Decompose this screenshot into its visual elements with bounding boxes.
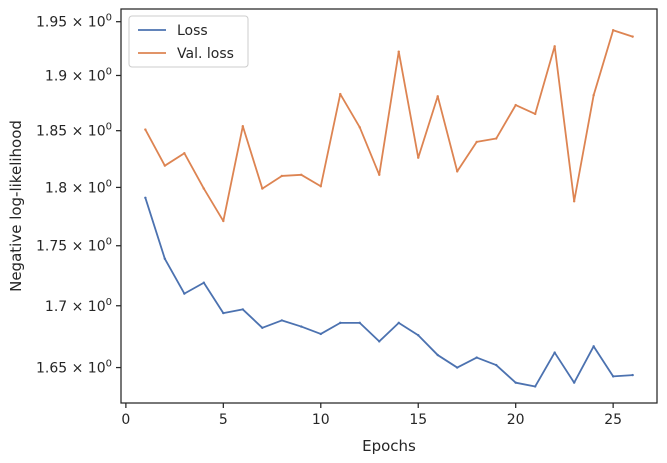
plot-area-frame: [120, 8, 658, 404]
data-point-loss: [592, 345, 595, 348]
y-tick-label: 1.9 × 100: [45, 66, 112, 84]
series-line-val-loss: [144, 29, 634, 222]
data-point-loss: [358, 321, 361, 325]
legend: Loss Val. loss: [128, 15, 249, 68]
series-line-loss: [144, 196, 634, 388]
data-point-loss: [397, 321, 400, 325]
x-tick-label: 0: [121, 412, 130, 428]
y-tick-label: 1.75 × 100: [36, 237, 112, 255]
data-point-loss: [339, 321, 342, 325]
data-point-val-loss: [300, 173, 303, 177]
data-point-val-loss: [456, 170, 459, 173]
x-tick-label: 10: [312, 412, 330, 428]
data-point-loss: [514, 381, 517, 384]
data-point-loss: [300, 325, 303, 328]
legend-label-val-loss: Val. loss: [177, 46, 234, 62]
data-point-val-loss: [495, 137, 498, 140]
y-tick-label: 1.95 × 100: [36, 13, 112, 31]
data-point-loss: [495, 363, 498, 367]
y-tick-label: 1.7 × 100: [45, 297, 112, 315]
x-tick-label: 25: [604, 412, 622, 428]
data-point-val-loss: [514, 103, 517, 107]
data-point-loss: [202, 281, 206, 284]
data-point-val-loss: [631, 35, 634, 38]
data-point-loss: [144, 196, 147, 199]
data-point-loss: [631, 373, 634, 377]
data-point-val-loss: [241, 125, 245, 128]
data-point-val-loss: [319, 185, 322, 188]
data-point-loss: [280, 319, 283, 322]
data-point-val-loss: [533, 112, 537, 116]
legend-box: [128, 15, 249, 68]
data-point-loss: [436, 353, 439, 357]
data-point-val-loss: [378, 173, 381, 177]
series-layer: [144, 29, 634, 388]
data-point-loss: [261, 326, 264, 329]
data-point-val-loss: [572, 200, 576, 203]
data-point-loss: [553, 351, 556, 354]
y-tick-label: 1.8 × 100: [45, 178, 112, 196]
data-point-val-loss: [592, 93, 595, 97]
data-point-loss: [611, 375, 615, 378]
data-point-val-loss: [261, 187, 264, 190]
x-tick-label: 5: [219, 412, 228, 428]
data-point-val-loss: [339, 92, 342, 96]
data-point-val-loss: [553, 45, 556, 48]
data-point-val-loss: [397, 50, 400, 53]
data-point-loss: [183, 292, 186, 295]
data-point-loss: [572, 381, 576, 384]
data-point-val-loss: [202, 187, 206, 190]
data-point-loss: [417, 333, 420, 337]
data-point-loss: [241, 308, 245, 311]
data-point-val-loss: [475, 140, 478, 144]
data-point-val-loss: [436, 95, 439, 98]
y-tick-label: 1.85 × 100: [36, 122, 112, 140]
data-point-val-loss: [183, 151, 186, 155]
data-point-val-loss: [417, 156, 420, 159]
data-point-val-loss: [222, 219, 225, 223]
legend-label-loss: Loss: [177, 23, 208, 39]
tick-layer: 0 5 10 15 20 25 1.65 × 100 1.7 × 100 1.75 × 100 1…: [36, 13, 622, 428]
data-point-val-loss: [144, 128, 147, 131]
data-point-val-loss: [163, 164, 167, 167]
data-point-loss: [319, 332, 322, 336]
data-point-val-loss: [280, 174, 283, 178]
data-point-loss: [475, 356, 478, 359]
y-axis-label: Negative log-likelihood: [7, 120, 25, 292]
data-point-loss: [222, 311, 225, 315]
y-tick-label: 1.65 × 100: [36, 359, 112, 377]
x-tick-label: 20: [507, 412, 525, 428]
data-point-loss: [533, 385, 537, 388]
data-point-loss: [378, 340, 381, 343]
data-point-loss: [456, 366, 459, 369]
x-tick-label: 15: [409, 412, 427, 428]
data-point-loss: [163, 257, 167, 260]
data-point-val-loss: [611, 29, 615, 32]
data-point-val-loss: [358, 126, 361, 129]
x-axis-label: Epochs: [362, 437, 416, 455]
